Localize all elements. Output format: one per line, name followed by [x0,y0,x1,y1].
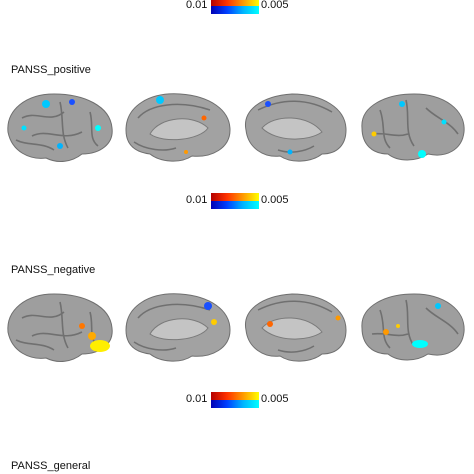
colorbar-hot-scale [211,193,259,201]
brain-right-lateral [361,293,465,361]
colorbar-positive: 0.01 0.005 [0,193,474,211]
section-label-negative: PANSS_negative [11,264,96,276]
colorbar-high-label: 0.005 [261,0,289,11]
brain-right-medial [245,93,347,162]
brain-right-medial [245,293,347,362]
colorbar-cold-scale [211,201,259,209]
brain-row-negative [0,288,474,370]
colorbar-low-label: 0.01 [186,194,208,206]
brain-left-medial [125,293,231,362]
colorbar-cold-scale [211,400,259,408]
colorbar-high-label: 0.005 [261,393,289,405]
colorbar-negative: 0.01 0.005 [0,392,474,410]
colorbar-gradient [211,392,259,408]
brain-left-lateral [7,293,113,362]
colorbar-low-label: 0.01 [186,0,208,11]
brain-left-lateral [7,93,113,162]
colorbar-cold-scale [211,6,259,14]
brain-left-medial [125,93,231,162]
section-label-general: PANSS_general [11,460,91,472]
section-label-positive: PANSS_positive [11,64,91,76]
colorbar-gradient [211,0,259,14]
colorbar-high-label: 0.005 [261,194,289,206]
brain-row-positive [0,88,474,170]
brain-right-lateral [361,93,465,161]
colorbar-hot-scale [211,0,259,6]
colorbar-hot-scale [211,392,259,400]
colorbar-low-label: 0.01 [186,393,208,405]
colorbar-gradient [211,193,259,209]
colorbar-top: 0.01 0.005 [0,0,474,16]
